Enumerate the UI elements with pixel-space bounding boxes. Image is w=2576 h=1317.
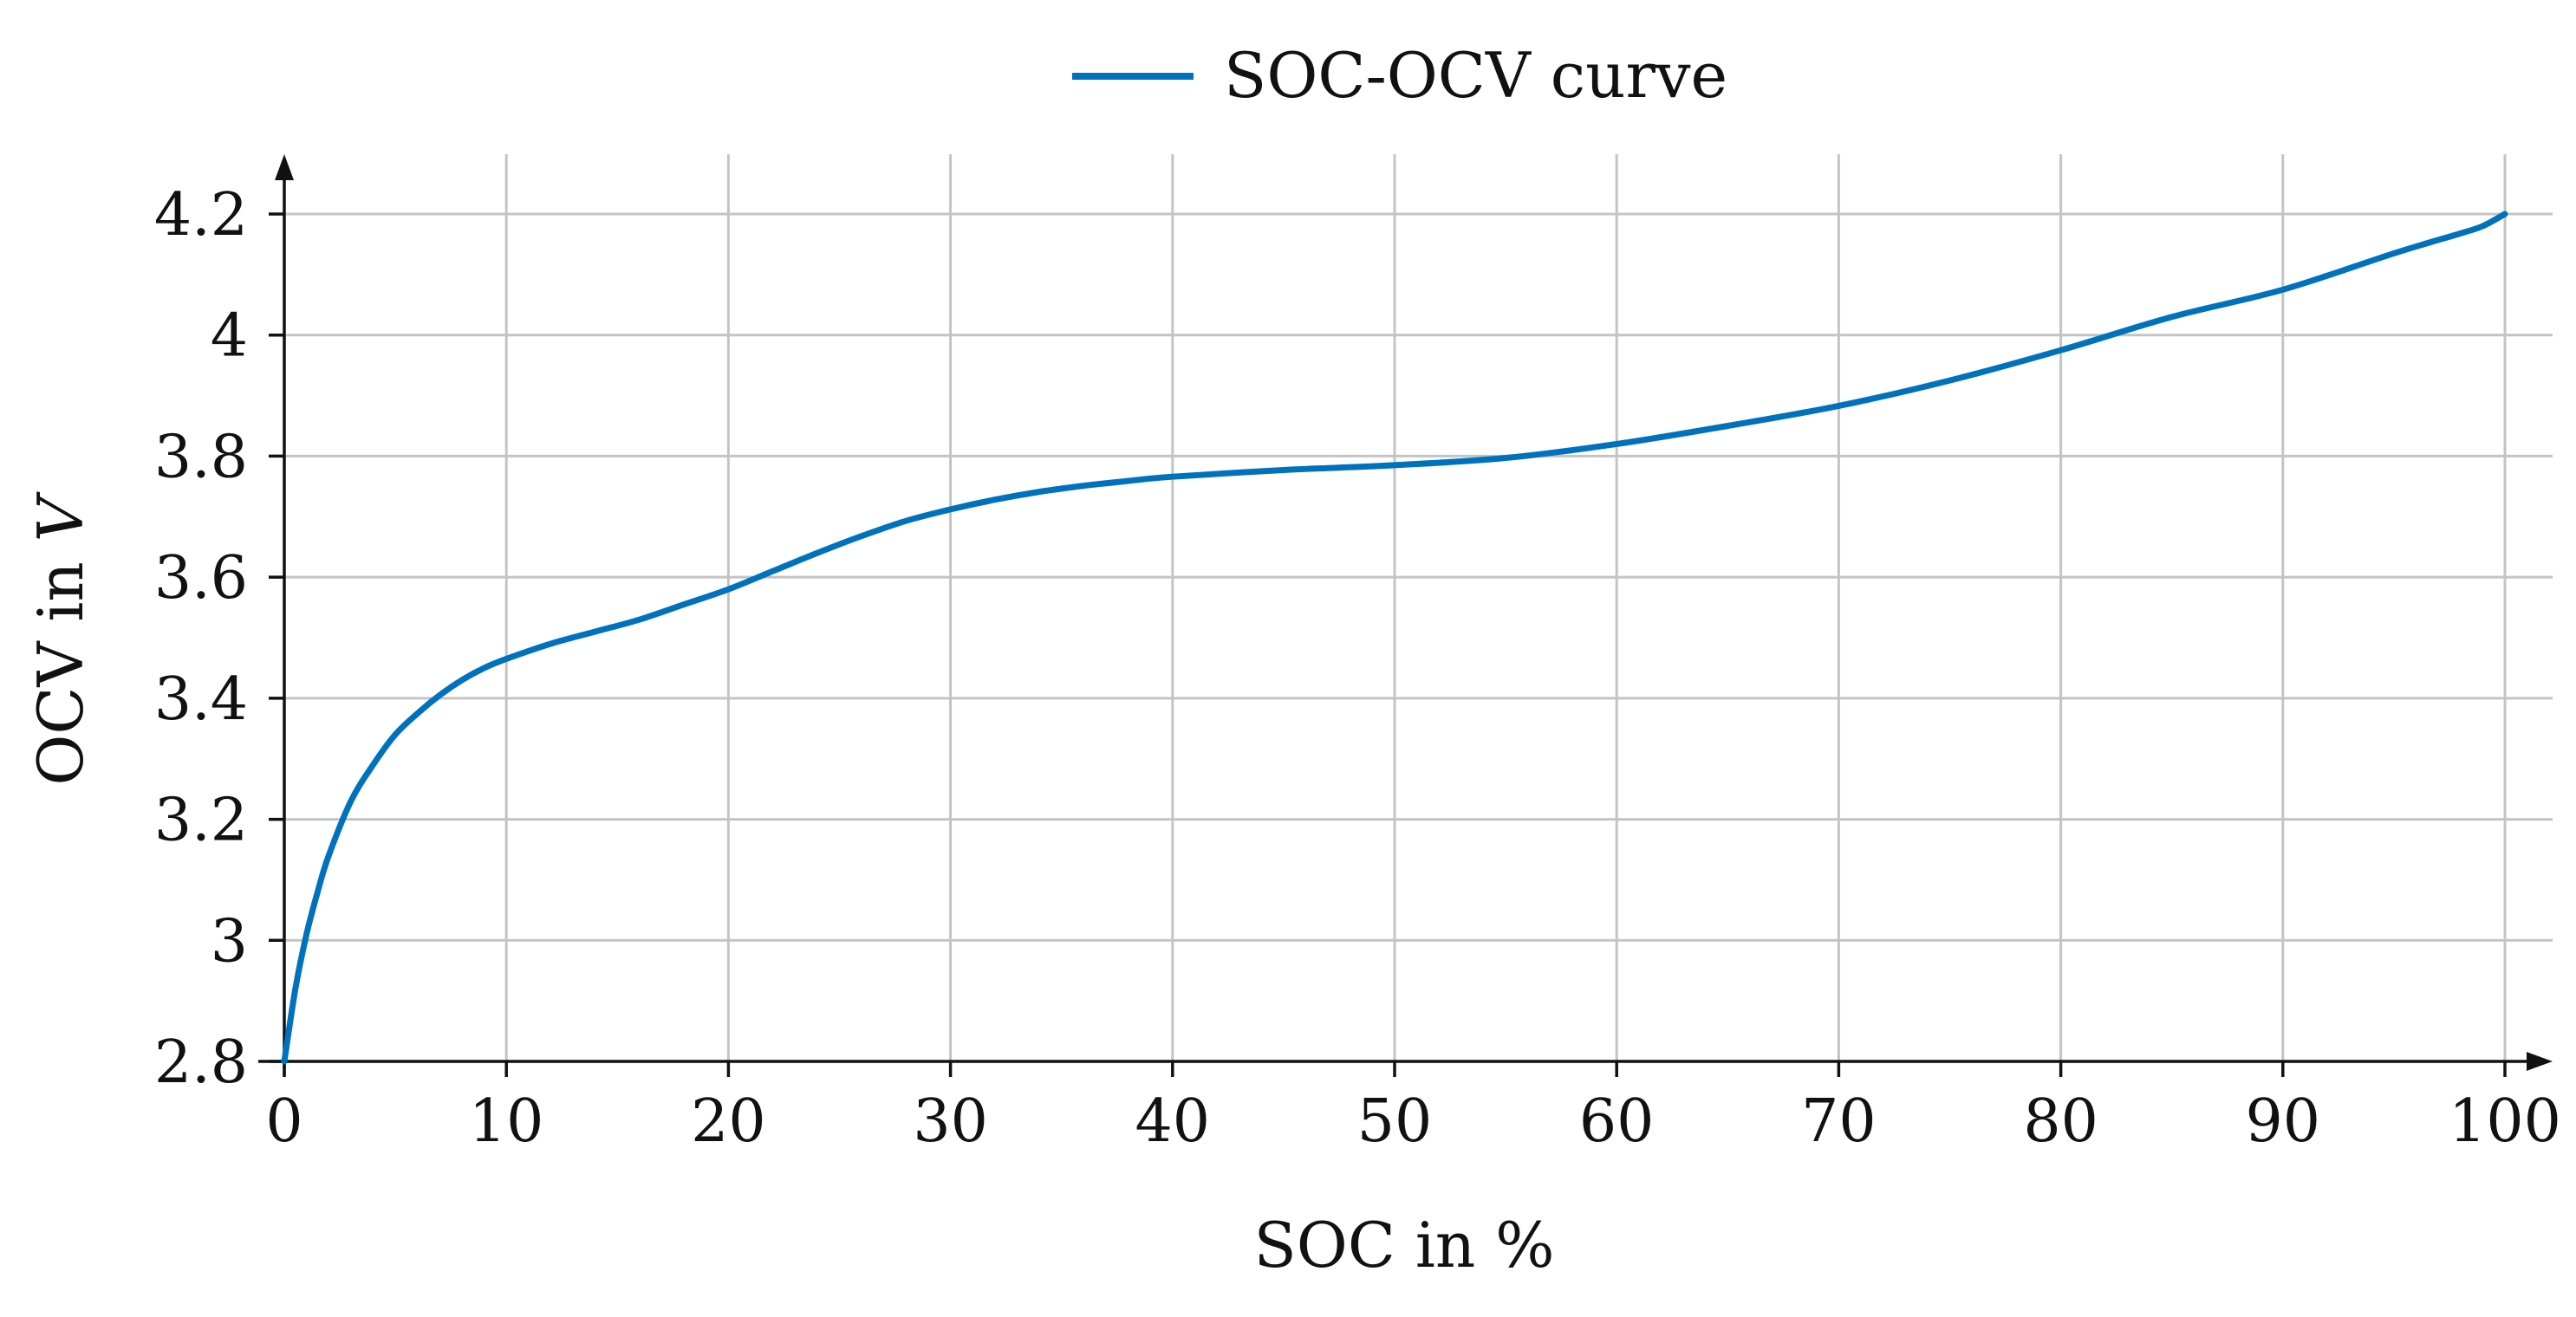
- y-tick-label: 3.2: [154, 787, 248, 855]
- y-tick-label: 3.6: [154, 544, 248, 613]
- y-tick-label: 4: [211, 302, 248, 371]
- y-tick-label: 3.4: [154, 665, 248, 734]
- y-axis-title: OCV in V: [24, 490, 97, 785]
- y-tick-label: 3: [211, 907, 248, 976]
- ticks: 0 10 20 30 40 50 60 70 80 90 100 2.8 3 3.2 3.4 3.6 3.8 4 4…: [154, 181, 2561, 1156]
- series-line-soc-ocv: [281, 211, 2508, 1065]
- x-tick-label: 70: [1801, 1087, 1877, 1156]
- x-tick-label: 80: [2023, 1087, 2098, 1156]
- x-tick-label: 0: [265, 1087, 302, 1156]
- axes: [258, 154, 2553, 1076]
- x-tick-label: 90: [2246, 1087, 2321, 1156]
- x-tick-label: 50: [1357, 1087, 1433, 1156]
- y-axis-arrow: [275, 154, 294, 180]
- legend: SOC-OCV curve: [1072, 39, 1727, 112]
- x-tick-label: 40: [1135, 1087, 1211, 1156]
- legend-label: SOC-OCV curve: [1224, 39, 1727, 112]
- x-tick-label: 100: [2449, 1087, 2561, 1156]
- y-tick-label: 2.8: [154, 1028, 248, 1097]
- y-axis-title-main: OCV in: [24, 542, 97, 785]
- grid: [284, 154, 2553, 1061]
- y-axis-title-unit: V: [24, 490, 97, 542]
- x-axis-title: SOC in %: [1253, 1209, 1554, 1281]
- x-tick-label: 30: [913, 1087, 988, 1156]
- x-tick-label: 10: [469, 1087, 544, 1156]
- y-tick-label: 3.8: [154, 423, 248, 491]
- y-tick-label: 4.2: [154, 181, 248, 250]
- x-tick-label: 60: [1579, 1087, 1655, 1156]
- x-axis-arrow: [2527, 1052, 2553, 1071]
- series-group: [281, 211, 2508, 1065]
- x-tick-label: 20: [691, 1087, 766, 1156]
